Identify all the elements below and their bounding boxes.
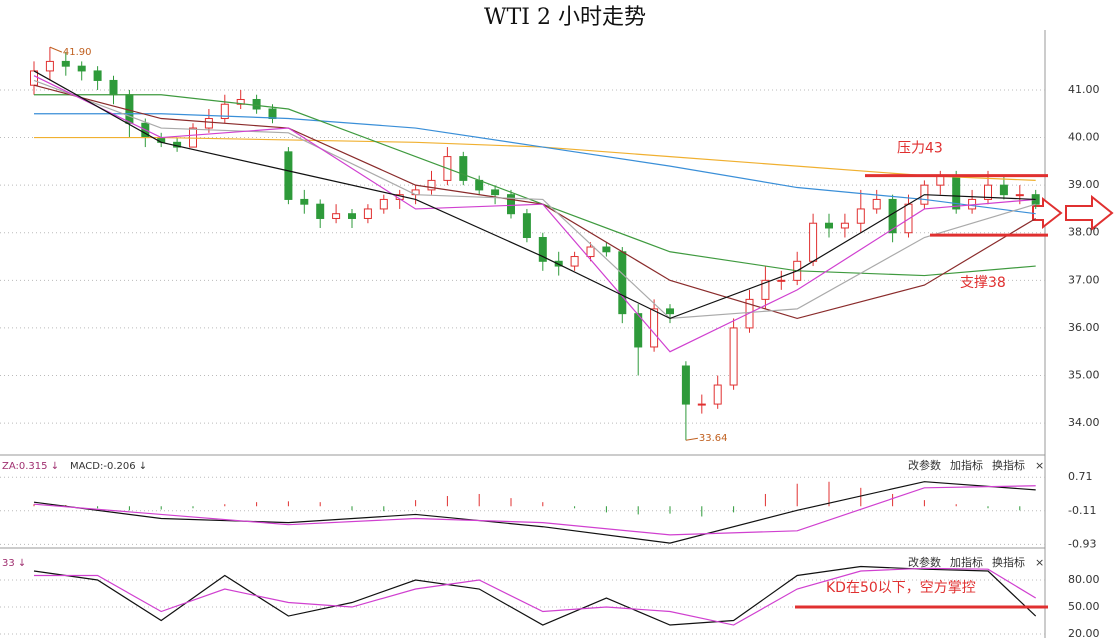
- candle-body: [284, 151, 293, 200]
- y-tick-label: 35.00: [1068, 369, 1100, 382]
- moving-average-line: [33, 75, 1036, 353]
- candle-body: [777, 279, 786, 282]
- arrow-icon: [1032, 196, 1063, 230]
- candle-body: [363, 208, 372, 219]
- resistance-label: 压力43: [897, 141, 943, 157]
- moving-average-line: [33, 79, 1036, 320]
- candle-body: [204, 118, 213, 129]
- panel-button[interactable]: 加指标: [950, 555, 983, 569]
- candle-body: [1015, 194, 1024, 197]
- y-tick-label: 20.00: [1068, 627, 1100, 638]
- candle-body: [61, 60, 70, 67]
- candle-body: [379, 198, 388, 210]
- moving-average-line: [34, 113, 1036, 215]
- y-tick-label: 36.00: [1068, 321, 1100, 334]
- y-tick-label: -0.11: [1068, 504, 1096, 517]
- y-tick-label: -0.93: [1068, 537, 1096, 550]
- moving-average-line: [33, 70, 1036, 320]
- candle-body: [93, 70, 102, 81]
- candle-body: [586, 246, 595, 258]
- candle-body: [491, 189, 500, 196]
- candle-body: [220, 103, 229, 120]
- candle-body: [809, 222, 818, 262]
- support-label: 支撑38: [960, 275, 1006, 291]
- candle-body: [856, 208, 865, 224]
- candle-body: [729, 327, 738, 386]
- candle-body: [45, 60, 54, 72]
- candle-body: [872, 198, 881, 210]
- candle-body: [761, 279, 770, 300]
- close-button[interactable]: ×: [1035, 556, 1044, 569]
- candle-body: [252, 98, 261, 110]
- panel-button[interactable]: 改参数: [908, 458, 941, 472]
- indicator-header: ZA:0.315 ↓: [2, 461, 59, 472]
- candle-body: [268, 108, 277, 120]
- candle-body: [332, 213, 341, 219]
- candle-body: [300, 198, 309, 205]
- y-tick-label: 38.00: [1068, 226, 1100, 239]
- candle-body: [713, 384, 722, 405]
- y-tick-label: 50.00: [1068, 600, 1100, 613]
- dea-line: [33, 485, 1036, 536]
- candle-body: [984, 184, 992, 200]
- y-tick-label: 34.00: [1068, 416, 1100, 429]
- d-line: [34, 567, 1037, 626]
- dif-line: [33, 481, 1036, 544]
- y-tick-label: 37.00: [1068, 273, 1100, 286]
- y-tick-label: 41.00: [1068, 83, 1100, 96]
- candle-body: [30, 70, 38, 86]
- candle-body: [602, 246, 611, 253]
- y-tick-label: 40.00: [1068, 131, 1100, 144]
- chart-title: WTI 2 小时走势: [484, 5, 646, 30]
- close-button[interactable]: ×: [1035, 459, 1044, 472]
- k-line: [33, 565, 1037, 626]
- candle-body: [507, 194, 515, 215]
- indicator-header: 33 ↓: [2, 558, 26, 569]
- panel-button[interactable]: 加指标: [950, 458, 983, 472]
- candle-body: [459, 156, 468, 181]
- panel-button[interactable]: 换指标: [992, 458, 1025, 472]
- indicator-header: MACD:-0.206 ↓: [70, 461, 147, 472]
- candle-body: [666, 308, 674, 315]
- candle-body: [634, 313, 643, 348]
- candle-body: [538, 237, 547, 262]
- kd-annotation: KD在50以下，空方掌控: [826, 580, 976, 596]
- candle-body: [681, 365, 690, 405]
- candle-body: [348, 213, 356, 219]
- pointer-line: [49, 46, 63, 53]
- candle-body: [522, 213, 531, 239]
- candle-body: [316, 203, 325, 219]
- y-tick-label: 0.71: [1068, 470, 1093, 483]
- candle-body: [697, 403, 706, 406]
- arrow-icon: [1065, 194, 1114, 232]
- candle-body: [650, 308, 659, 348]
- low-label: 33.64: [699, 433, 728, 444]
- candle-body: [618, 251, 627, 315]
- candle-body: [427, 179, 436, 191]
- candle-body: [825, 222, 833, 229]
- candle-body: [109, 79, 118, 96]
- panel-button[interactable]: 改参数: [908, 555, 941, 569]
- pointer-line: [685, 437, 698, 441]
- high-label: 41.90: [63, 47, 92, 58]
- panel-button[interactable]: 换指标: [992, 555, 1025, 569]
- candle-body: [840, 222, 849, 229]
- candle-body: [77, 65, 86, 72]
- y-tick-label: 80.00: [1068, 573, 1100, 586]
- candle-body: [570, 256, 579, 267]
- y-tick-label: 39.00: [1068, 178, 1100, 191]
- candle-body: [999, 184, 1008, 196]
